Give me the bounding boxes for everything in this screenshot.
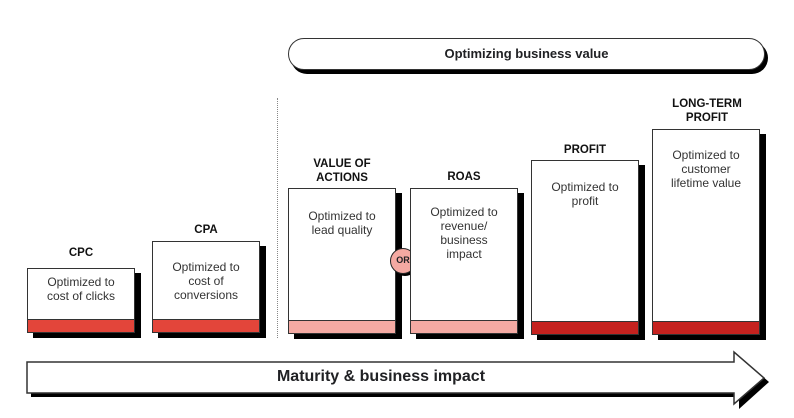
stage-box-value-of-actions: Optimized to lead quality xyxy=(288,188,396,334)
stage-box-profit: Optimized to profit xyxy=(531,160,639,335)
stage-bar xyxy=(411,320,517,333)
stage-box-roas: Optimized to revenue/ business impact xyxy=(410,188,518,334)
stage-label-cpa: CPA xyxy=(194,224,218,236)
stage-box-cpa: Optimized to cost of conversions xyxy=(152,241,260,333)
stage-description: Optimized to customer lifetime value xyxy=(670,148,742,190)
stage-bar xyxy=(653,321,759,334)
stage-bar xyxy=(289,320,395,333)
stage-description: Optimized to lead quality xyxy=(308,209,376,237)
stage-label-long-term-profit: LONG-TERM PROFIT xyxy=(672,98,742,124)
stage-description: Optimized to cost of conversions xyxy=(172,260,240,302)
stage-box-cpc: Optimized to cost of clicks xyxy=(27,268,135,333)
stage-bar xyxy=(532,321,638,334)
divider-line xyxy=(277,98,278,338)
stage-label-cpc: CPC xyxy=(68,247,94,259)
stage-description: Optimized to profit xyxy=(551,180,619,208)
stage-label-profit: PROFIT xyxy=(563,144,607,156)
stage-bar xyxy=(28,319,134,332)
stage-box-long-term-profit: Optimized to customer lifetime value xyxy=(652,129,760,335)
stage-label-value-of-actions: VALUE OF ACTIONS xyxy=(313,158,371,184)
stage-description: Optimized to revenue/ business impact xyxy=(430,205,498,261)
stage-description: Optimized to cost of clicks xyxy=(46,275,115,303)
optimizing-business-value-banner: Optimizing business value xyxy=(288,38,765,70)
stage-label-roas: ROAS xyxy=(447,171,481,183)
stage-bar xyxy=(153,319,259,332)
axis-label: Maturity & business impact xyxy=(276,368,486,385)
